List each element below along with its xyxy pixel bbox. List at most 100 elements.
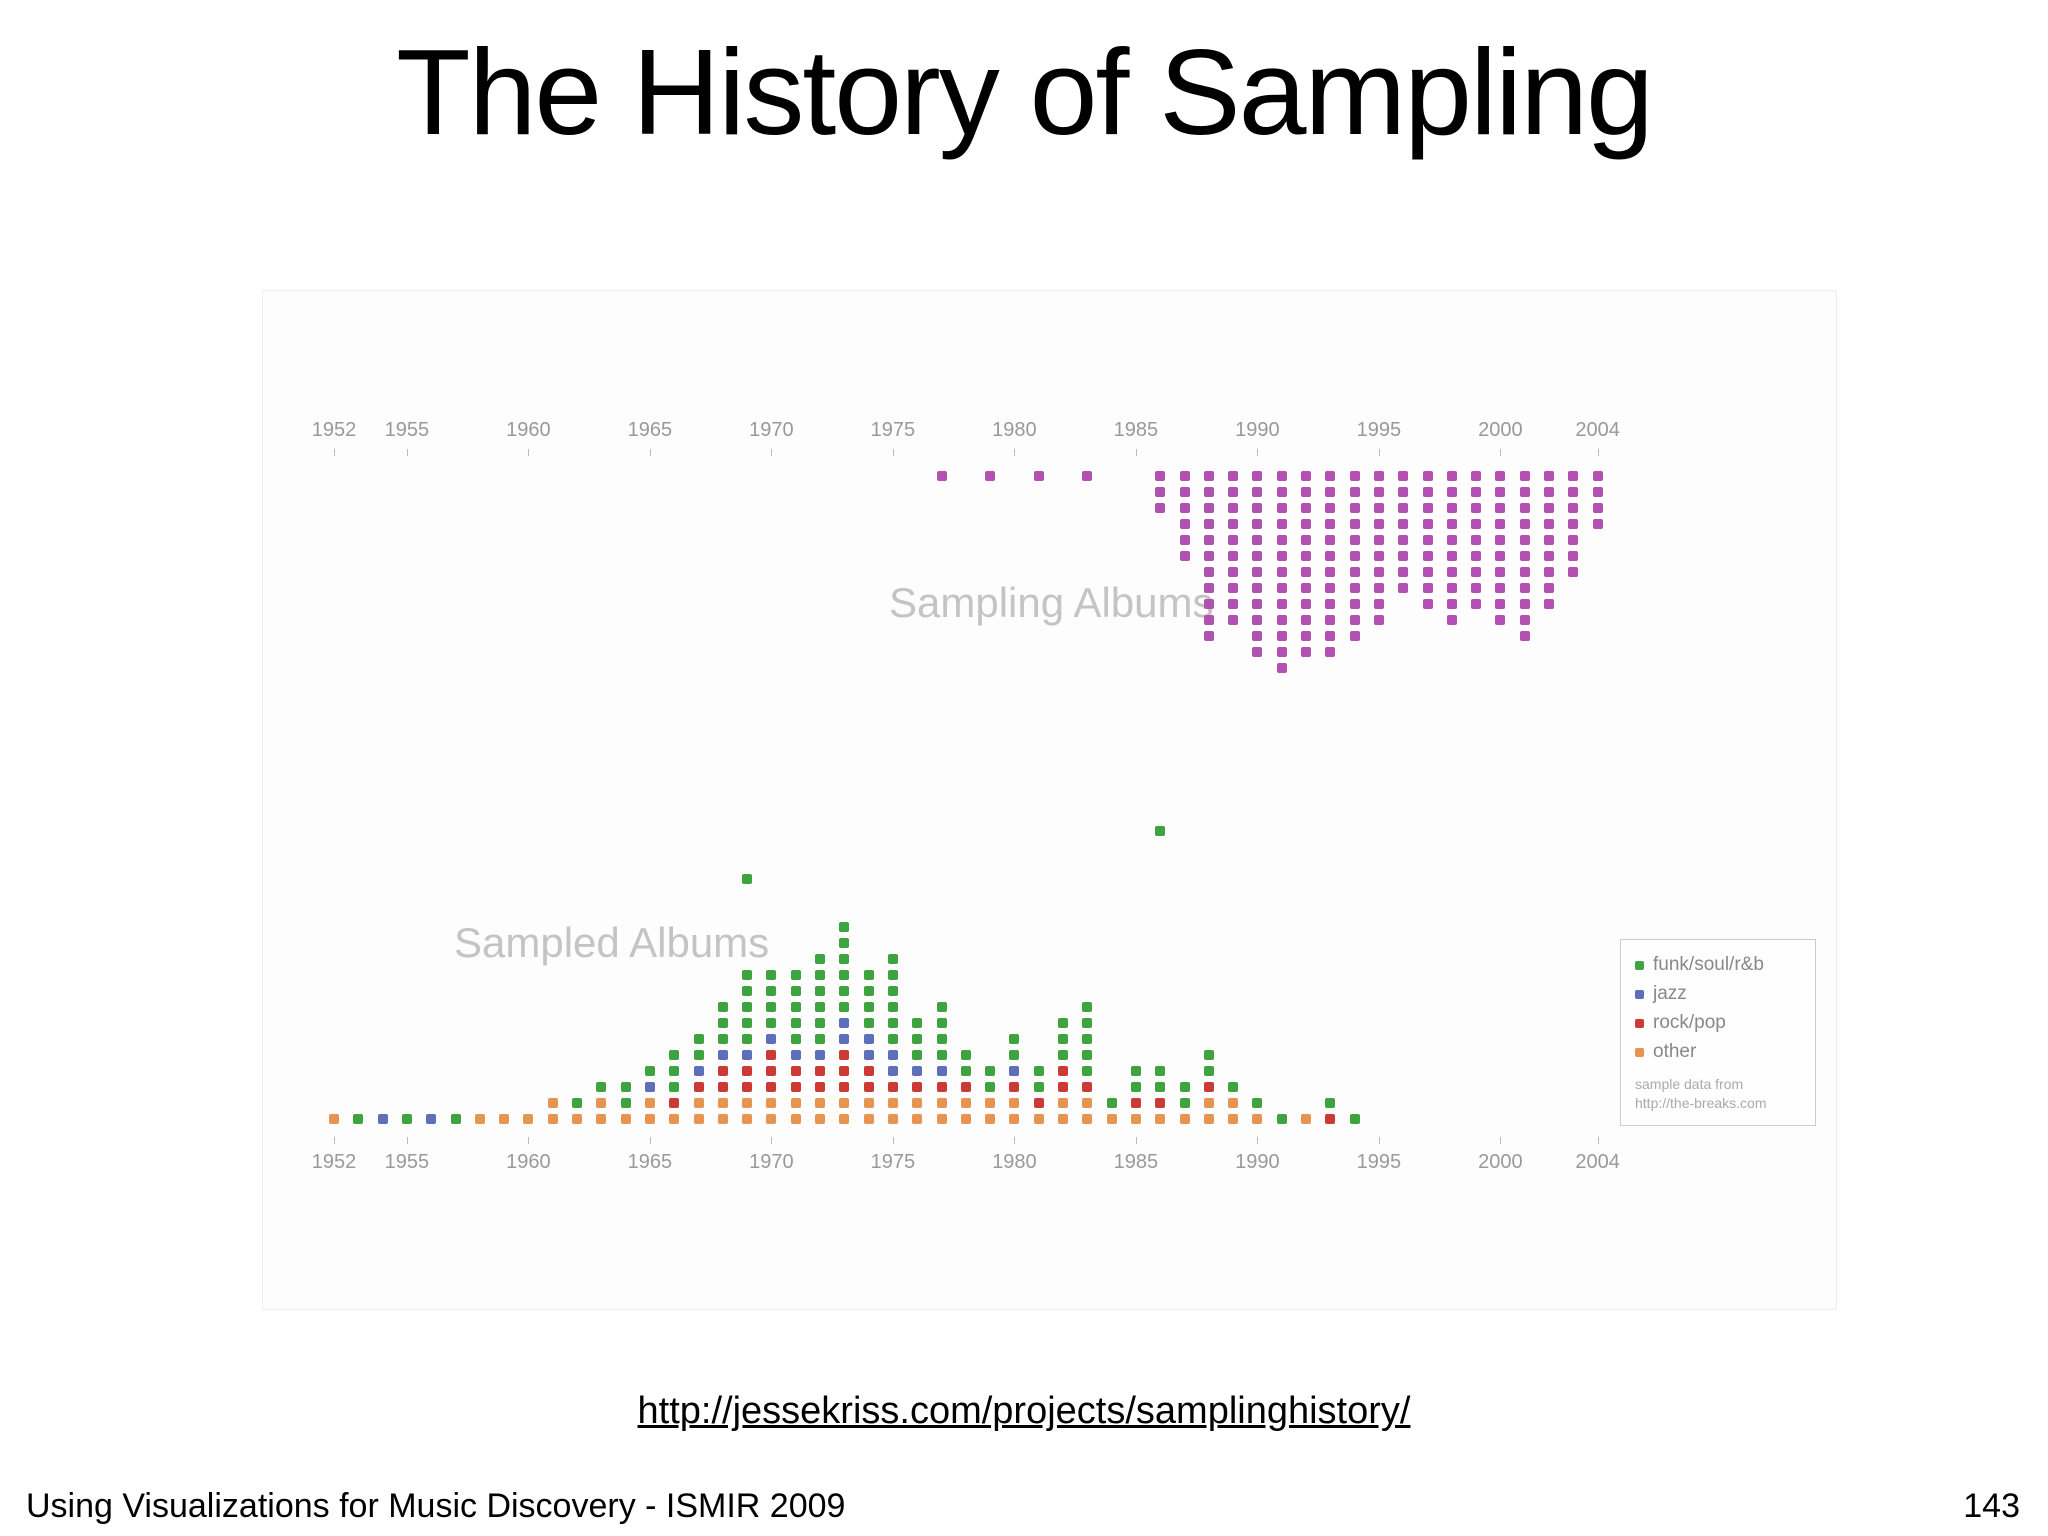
- data-dot: [1276, 503, 1287, 513]
- legend-item-label: jazz: [1653, 983, 1687, 1004]
- data-dot: [839, 938, 850, 948]
- data-dot: [912, 1082, 923, 1092]
- data-dot: [644, 1114, 655, 1124]
- legend-note-line1: sample data from: [1635, 1076, 1744, 1092]
- data-dot: [790, 1066, 801, 1076]
- data-dot: [742, 874, 753, 884]
- data-dot: [863, 970, 874, 980]
- data-dot: [1398, 487, 1409, 497]
- data-dot: [1373, 471, 1384, 481]
- data-dot: [839, 1034, 850, 1044]
- data-dot: [1228, 1082, 1239, 1092]
- data-dot: [1398, 519, 1409, 529]
- data-dot: [1203, 1114, 1214, 1124]
- data-dot: [790, 1114, 801, 1124]
- data-dot: [1252, 535, 1263, 545]
- data-dot: [1276, 535, 1287, 545]
- data-dot: [1349, 583, 1360, 593]
- data-dot: [596, 1098, 607, 1108]
- data-dot: [887, 986, 898, 996]
- data-dot: [912, 1018, 923, 1028]
- axis-tick-mark: [528, 449, 530, 456]
- data-dot: [1301, 503, 1311, 513]
- data-dot: [766, 1098, 777, 1108]
- data-dot: [1009, 1082, 1020, 1092]
- data-dot: [912, 1034, 923, 1044]
- data-dot: [1446, 503, 1457, 513]
- data-dot: [863, 986, 874, 996]
- data-dot: [790, 1018, 801, 1028]
- data-dot: [1495, 615, 1506, 625]
- axis-tick-mark: [334, 449, 335, 456]
- data-dot: [1228, 1098, 1239, 1108]
- data-dot: [1082, 1082, 1093, 1092]
- data-dot: [887, 1098, 898, 1108]
- axis-tick-label: 1990: [1235, 419, 1280, 441]
- data-dot: [1228, 567, 1239, 577]
- data-dot: [1519, 631, 1530, 641]
- data-dot: [1446, 535, 1457, 545]
- data-dot: [839, 1066, 850, 1076]
- data-dot: [839, 970, 850, 980]
- axis-tick-mark: [771, 1137, 773, 1144]
- axis-tick-label: 2004: [1575, 419, 1620, 441]
- data-dot: [887, 1002, 898, 1012]
- data-dot: [1009, 1050, 1020, 1060]
- data-dot: [1058, 1082, 1068, 1092]
- data-dot: [693, 1066, 704, 1076]
- axis-tick-label: 2000: [1478, 1151, 1523, 1173]
- data-dot: [499, 1114, 510, 1124]
- legend-swatch: [1635, 989, 1644, 999]
- data-dot: [1082, 1050, 1093, 1060]
- data-dot: [1398, 503, 1409, 513]
- data-dot: [717, 1082, 728, 1092]
- data-dot: [887, 954, 898, 964]
- data-dot: [1519, 615, 1530, 625]
- data-dot: [1519, 551, 1530, 561]
- data-dot: [815, 1002, 825, 1012]
- data-dot: [1033, 1082, 1044, 1092]
- data-dot: [1276, 599, 1287, 609]
- data-dot: [1155, 1114, 1166, 1124]
- data-dot: [1106, 1114, 1117, 1124]
- data-dot: [766, 1002, 777, 1012]
- axis-tick-label: 1975: [870, 419, 916, 441]
- axis-tick-mark: [406, 1137, 408, 1144]
- data-dot: [644, 1066, 655, 1076]
- data-dot: [1082, 1098, 1093, 1108]
- data-dot: [1203, 1082, 1214, 1092]
- data-dot: [1301, 599, 1311, 609]
- data-dot: [1301, 631, 1311, 641]
- data-dot: [1276, 1114, 1287, 1124]
- data-dot: [863, 1082, 874, 1092]
- data-dot: [1276, 647, 1287, 657]
- data-dot: [936, 1066, 947, 1076]
- legend-swatch: [1635, 960, 1644, 970]
- legend-note: sample data from http://the-breaks.com: [1635, 1075, 1801, 1113]
- axis-tick-label: 1985: [1113, 419, 1159, 441]
- data-dot: [1495, 551, 1506, 561]
- data-dot: [1009, 1098, 1020, 1108]
- data-dot: [1373, 487, 1384, 497]
- data-dot: [717, 1034, 728, 1044]
- data-dot: [936, 1018, 947, 1028]
- axis-tick-label: 1995: [1356, 419, 1402, 441]
- data-dot: [863, 1066, 874, 1076]
- data-dot: [1276, 519, 1287, 529]
- data-dot: [839, 1082, 850, 1092]
- data-dot: [1568, 519, 1579, 529]
- data-dot: [790, 1082, 801, 1092]
- data-dot: [1495, 567, 1506, 577]
- data-dot: [1544, 519, 1554, 529]
- data-dot: [1082, 1002, 1093, 1012]
- data-dot: [1568, 567, 1579, 577]
- source-link[interactable]: http://jessekriss.com/projects/samplingh…: [637, 1390, 1411, 1432]
- data-dot: [1568, 487, 1579, 497]
- data-dot: [1203, 471, 1214, 481]
- legend-note-line2: http://the-breaks.com: [1635, 1094, 1767, 1111]
- data-dot: [693, 1050, 704, 1060]
- data-dot: [887, 970, 898, 980]
- data-dot: [1252, 519, 1263, 529]
- data-dot: [863, 1050, 874, 1060]
- data-dot: [1592, 503, 1603, 513]
